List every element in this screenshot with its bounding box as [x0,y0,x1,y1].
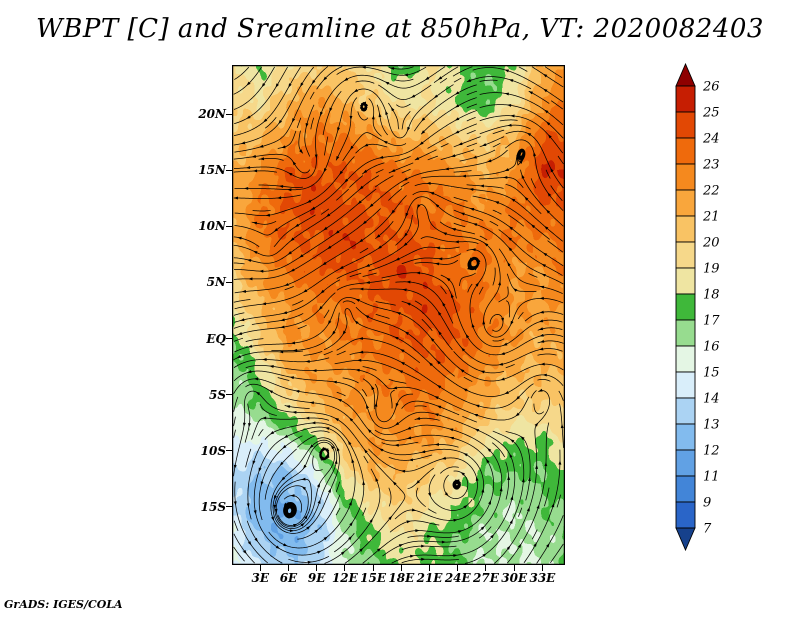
lon-tick [457,565,459,571]
colorbar-label: 23 [702,158,720,173]
lon-label: 18E [388,571,415,585]
colorbar-label: 9 [703,496,711,511]
colorbar-segment [675,397,696,425]
lon-tick [287,565,289,571]
colorbar-segment [675,241,696,269]
lon-label: 12E [331,571,358,585]
lat-label: EQ [206,331,226,346]
colorbar-segment [675,215,696,243]
lon-tick [485,565,487,571]
colorbar-label: 21 [702,210,720,225]
lat-tick [226,394,232,396]
colorbar-segment [675,345,696,373]
lat-label: 5S [208,387,226,402]
colorbar-label: 12 [703,444,720,459]
lat-label: 15S [200,499,226,514]
lon-label: 6E [279,571,298,585]
lon-label: 33E [529,571,556,585]
colorbar-segment [675,371,696,399]
colorbar-segment [675,163,696,191]
colorbar-label: 24 [702,132,720,147]
lat-tick [226,169,232,171]
colorbar-label: 18 [703,288,720,303]
colorbar-label: 20 [702,236,720,251]
colorbar-label: 7 [703,522,712,537]
colorbar-label: 17 [703,314,720,329]
colorbar-label: 14 [703,392,720,407]
colorbar-segment [675,189,696,217]
colorbar-bottom-arrow [675,527,696,552]
colorbar-segment [675,319,696,347]
colorbar-segment [675,501,696,529]
lon-label: 3E [251,571,269,585]
lon-label: 30E [501,571,528,585]
lat-tick [226,450,232,452]
colorbar-segment [675,293,696,321]
lon-tick [541,565,543,571]
colorbar-segment [675,475,696,503]
colorbar-segment [675,449,696,477]
lat-label: 10S [200,443,226,458]
lat-tick [226,113,232,115]
lon-tick [400,565,402,571]
colorbar-segment [675,85,696,113]
lon-tick [429,565,431,571]
lat-label: 10N [198,219,226,234]
colorbar-segment [675,137,696,165]
lat-label: 15N [198,163,226,178]
lat-tick [226,506,232,508]
colorbar: 26 25 24 23 22 21 20 19 18 17 16 15 14 13 12 11 9 7 [675,62,720,552]
lon-label: 24E [444,571,471,585]
lon-tick [316,565,318,571]
lat-tick [226,225,232,227]
lon-label: 15E [360,571,387,585]
colorbar-label: 26 [702,80,720,95]
plot-title: WBPT [C] and Sreamline at 850hPa, VT: 20… [36,14,764,44]
colorbar-segment [675,111,696,139]
colorbar-label: 22 [702,184,720,199]
colorbar-label: 19 [703,262,720,277]
map-canvas [232,65,565,565]
colorbar-label: 11 [703,470,720,485]
colorbar-label: 25 [702,106,720,121]
lon-tick [344,565,346,571]
lon-label: 21E [416,571,443,585]
lon-label: 27E [473,571,499,585]
colorbar-top-arrow [675,62,696,87]
lat-tick [226,338,232,340]
map-plot-area [232,65,565,565]
colorbar-label: 13 [703,418,720,433]
lon-tick [259,565,261,571]
lat-label: 5N [206,275,226,290]
colorbar-label: 15 [703,366,720,381]
lon-label: 9E [307,571,326,585]
lon-tick [372,565,374,571]
lat-tick [226,281,232,283]
lon-tick [513,565,515,571]
colorbar-segment [675,267,696,295]
grads-attribution: GrADS: IGES/COLA [4,598,123,611]
lat-label: 20N [198,107,226,122]
colorbar-segment [675,423,696,451]
colorbar-label: 16 [703,340,720,355]
